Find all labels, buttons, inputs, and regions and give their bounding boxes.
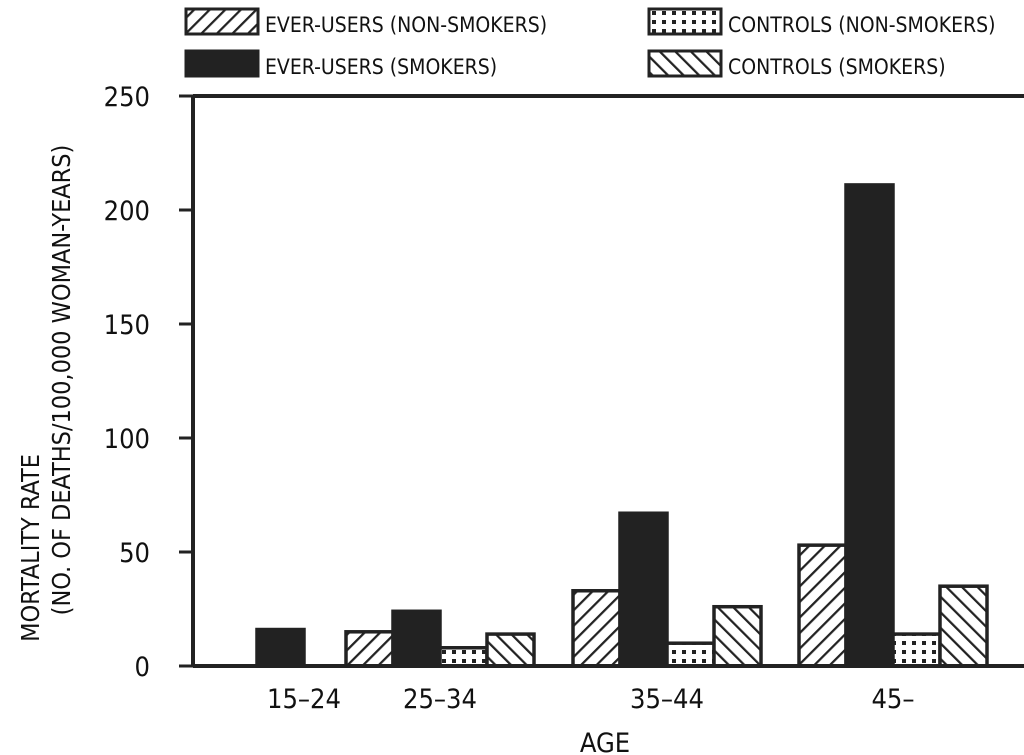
- bar: [665, 641, 716, 668]
- x-tick-label: 25–34: [403, 684, 477, 715]
- bar: [618, 511, 669, 668]
- y-tick-label: 100: [104, 424, 150, 455]
- x-axis: 15–24 25–34 35–44 45–: [267, 684, 915, 715]
- y-axis-title: MORTALITY RATE (NO. OF DEATHS/100,000 WO…: [16, 145, 76, 642]
- legend-swatch: [647, 7, 723, 36]
- y-axis-title-line-2: (NO. OF DEATHS/100,000 WOMAN-YEARS): [47, 145, 76, 616]
- legend-label: CONTROLS (SMOKERS): [728, 55, 946, 79]
- legend-swatch: [184, 7, 260, 36]
- bar: [438, 646, 489, 668]
- y-tick-label: 200: [104, 196, 150, 227]
- legend-swatch: [647, 49, 723, 78]
- y-axis-title-line-1: MORTALITY RATE: [16, 454, 45, 642]
- bars: [255, 183, 989, 668]
- bar: [485, 632, 536, 668]
- y-tick-label: 150: [104, 310, 150, 341]
- y-tick-label: 50: [119, 538, 150, 569]
- bar: [938, 584, 989, 668]
- bar: [344, 630, 395, 668]
- bar: [255, 627, 306, 668]
- y-tick-label: 0: [135, 652, 150, 683]
- bar: [797, 543, 848, 668]
- bar: [391, 609, 442, 668]
- bar: [891, 632, 942, 668]
- legend: EVER-USERS (NON-SMOKERS) EVER-USERS (SMOK…: [184, 7, 996, 79]
- x-tick-label: 15–24: [267, 684, 341, 715]
- legend-label: EVER-USERS (NON-SMOKERS): [265, 13, 547, 37]
- legend-swatch: [184, 49, 260, 78]
- y-axis: 0 50 100 150 200 250: [104, 82, 193, 683]
- x-axis-title: AGE: [580, 728, 630, 755]
- bar: [571, 589, 622, 668]
- x-tick-label: 35–44: [630, 684, 704, 715]
- legend-label: CONTROLS (NON-SMOKERS): [728, 13, 996, 37]
- bar: [712, 604, 763, 668]
- legend-label: EVER-USERS (SMOKERS): [265, 55, 497, 79]
- x-tick-label: 45–: [871, 684, 914, 715]
- bar: [844, 183, 895, 668]
- y-tick-label: 250: [104, 82, 150, 113]
